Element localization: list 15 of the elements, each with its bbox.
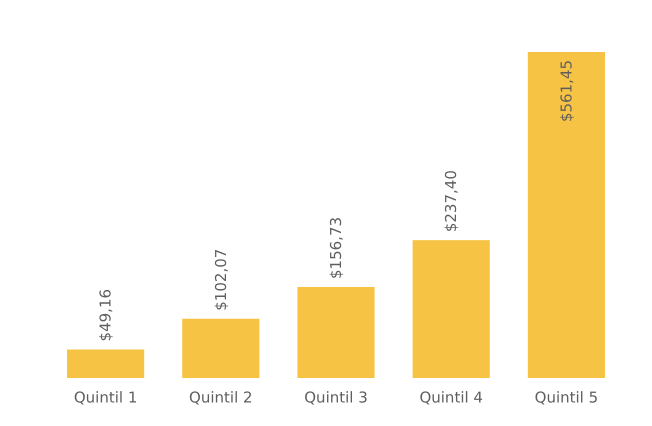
data-label: $237,40 <box>442 170 460 232</box>
bar <box>297 286 375 378</box>
x-tick-label: Quintil 5 <box>534 388 598 406</box>
data-label: $561,45 <box>557 60 576 122</box>
x-tick-label: Quintil 3 <box>304 388 368 406</box>
x-tick-label: Quintil 4 <box>419 388 483 406</box>
x-tick-label: Quintil 1 <box>74 388 138 406</box>
x-tick-label: Quintil 2 <box>189 388 253 406</box>
bar <box>182 318 260 378</box>
bar <box>528 52 605 378</box>
data-label: $156,73 <box>327 216 345 279</box>
data-label: $102,07 <box>212 248 230 311</box>
bar <box>412 240 490 378</box>
bar <box>67 349 144 378</box>
data-label: $49,16 <box>96 288 115 342</box>
